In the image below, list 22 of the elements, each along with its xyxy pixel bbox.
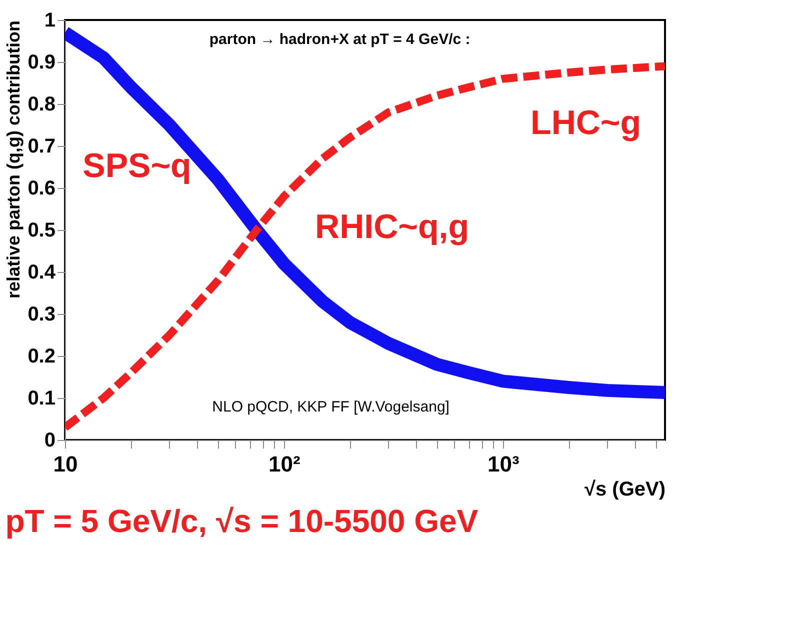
y-tick-label: 0.1: [28, 388, 56, 410]
y-tick-label: 0.7: [28, 136, 56, 158]
y-tick-label: 0.5: [28, 220, 56, 242]
text: pT = 5 GeV/c, √s = 10-5500 GeV: [5, 503, 479, 539]
y-tick-label: 0.6: [28, 178, 56, 200]
y-tick-label: 0.2: [28, 346, 56, 368]
x-tick-label: 10²: [268, 452, 300, 476]
annotation: RHIC~q,g: [315, 208, 469, 246]
x-axis-title: √s (GeV): [584, 478, 666, 500]
y-tick-label: 0.9: [28, 52, 56, 74]
y-axis-title: relative parton (q,g) contribution: [4, 20, 24, 298]
y-tick-label: 0.4: [28, 262, 56, 284]
annotation: parton → hadron+X at pT = 4 GeV/c :: [209, 30, 470, 48]
y-tick-label: 0.3: [28, 304, 56, 326]
y-tick-label: 0: [44, 430, 56, 452]
annotation: LHC~g: [530, 104, 642, 142]
y-tick-label: 1: [44, 10, 56, 32]
x-tick-label: 10: [53, 452, 78, 476]
y-tick-label: 0.8: [28, 94, 56, 116]
annotation: SPS~q: [82, 147, 192, 185]
annotation: NLO pQCD, KKP FF [W.Vogelsang]: [212, 398, 450, 416]
x-tick-label: 10³: [488, 452, 520, 476]
